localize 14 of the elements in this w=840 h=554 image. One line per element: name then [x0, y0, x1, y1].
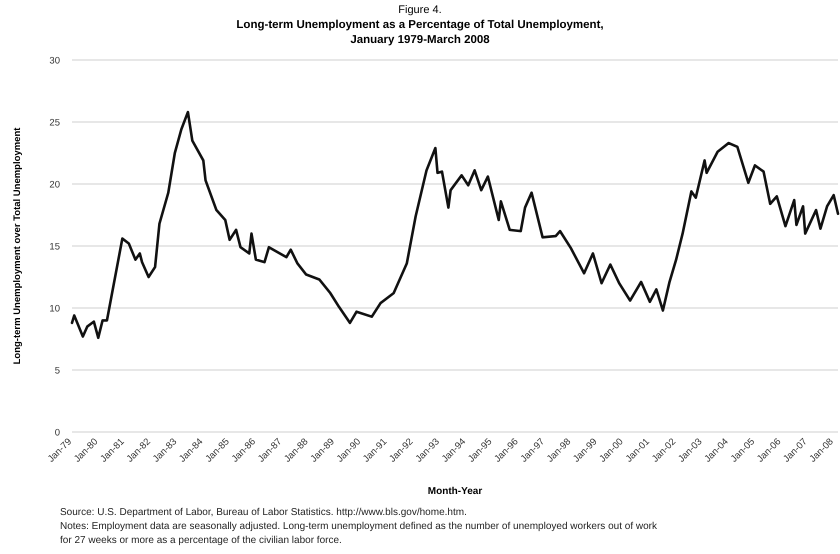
source-note: Source: U.S. Department of Labor, Bureau of Labor Statistics. http://www.bls.gov/home.htm. — [60, 507, 467, 518]
chart-title: Long-term Unemployment as a Percentage of Total Unemployment, January 1979-March 2008 — [236, 19, 604, 46]
y-tick-label: 15 — [49, 242, 60, 252]
text: Notes: Employment data are seasonally adjusted. Long-term unemployment defined as the number of unemployed workers out of work for 27 weeks or more as a percentage of the civilian labor force. — [60, 521, 658, 546]
y-tick-label: 20 — [49, 180, 60, 190]
chart-subtitle: Figure 4. — [398, 4, 442, 16]
y-tick-label: 10 — [49, 304, 60, 314]
y-tick-label: 5 — [54, 366, 60, 376]
y-tick-label: 30 — [49, 56, 60, 66]
y-tick-label: 25 — [49, 118, 60, 128]
x-axis-title: Month-Year — [428, 486, 482, 497]
y-axis-title: Long-term Unemployment over Total Unemployment — [12, 126, 23, 364]
line-series — [70, 110, 840, 340]
y-tick-label: 0 — [54, 428, 60, 438]
